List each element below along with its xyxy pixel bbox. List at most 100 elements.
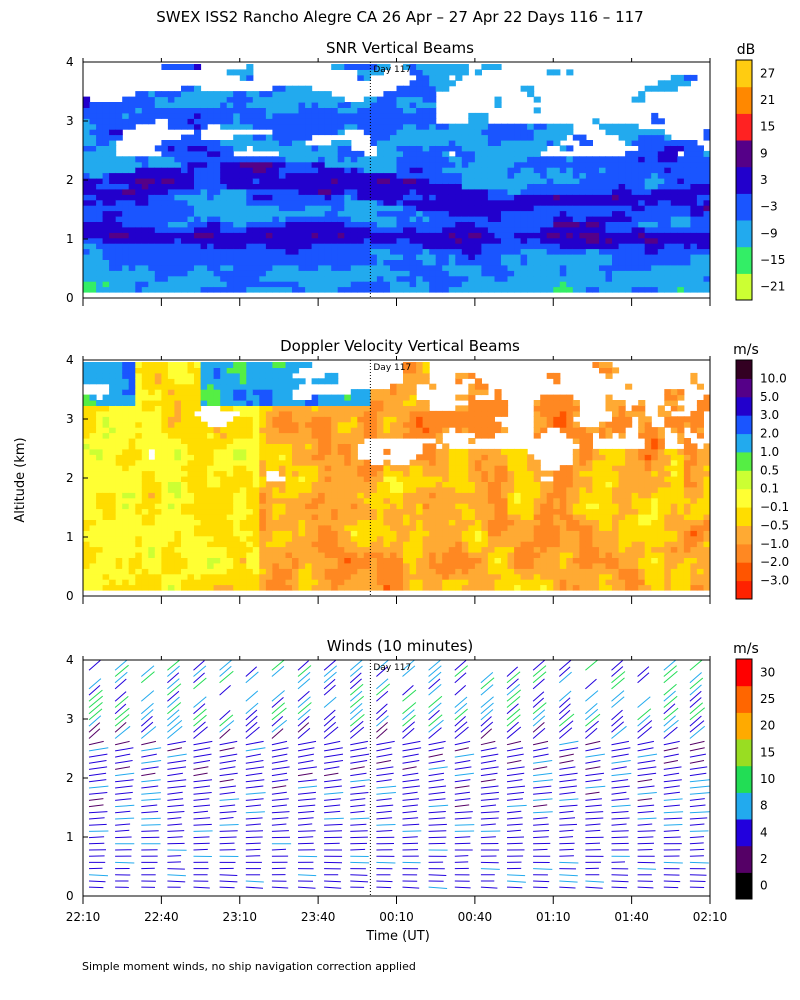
snr-cell — [239, 254, 247, 260]
snr-cell — [514, 178, 522, 184]
snr-cell — [448, 248, 456, 255]
snr-cell — [546, 286, 554, 293]
snr-cell — [246, 178, 254, 184]
doppler-cell — [305, 454, 313, 461]
snr-cell — [344, 199, 352, 206]
snr-cell — [553, 243, 561, 250]
doppler-cell — [122, 492, 130, 499]
snr-cell — [592, 243, 600, 250]
doppler-cell — [102, 508, 110, 515]
doppler-cell — [89, 579, 97, 586]
doppler-cell — [331, 421, 339, 428]
doppler-cell — [331, 524, 339, 531]
snr-cell — [481, 248, 489, 255]
doppler-cell — [318, 481, 326, 488]
doppler-cell — [115, 486, 123, 493]
snr-cell — [370, 107, 378, 114]
snr-cell — [161, 112, 169, 119]
snr-cell — [487, 194, 495, 201]
snr-cell — [657, 134, 665, 141]
snr-cell — [370, 281, 378, 288]
snr-cell — [298, 140, 306, 146]
doppler-cell — [148, 568, 156, 575]
snr-cell — [96, 134, 104, 141]
snr-cell — [194, 286, 202, 293]
snr-cell — [533, 178, 541, 184]
snr-cell — [514, 167, 522, 174]
snr-cell — [213, 264, 221, 271]
doppler-cell — [181, 465, 189, 472]
doppler-cell — [187, 438, 195, 444]
snr-cell — [167, 96, 175, 103]
snr-cell — [376, 112, 384, 119]
snr-cell — [599, 188, 607, 195]
snr-cell — [318, 150, 326, 157]
doppler-cell — [226, 497, 234, 504]
snr-cell — [363, 237, 371, 244]
snr-cell — [148, 286, 156, 293]
doppler-cell — [187, 405, 195, 412]
snr-cell — [265, 172, 273, 179]
snr-cell — [448, 172, 456, 179]
doppler-cell — [161, 394, 169, 401]
doppler-cell — [363, 579, 371, 586]
snr-cell — [631, 248, 639, 255]
snr-cell — [272, 243, 280, 250]
doppler-cell — [213, 432, 221, 439]
snr-cell — [292, 281, 300, 288]
doppler-cell — [292, 492, 300, 499]
doppler-cell — [135, 486, 143, 493]
snr-cell — [220, 183, 228, 190]
snr-cell — [285, 140, 293, 146]
snr-cell — [324, 167, 332, 174]
snr-cell — [285, 118, 293, 125]
doppler-cell — [337, 443, 345, 450]
snr-cell — [429, 237, 437, 244]
snr-cell — [154, 248, 162, 255]
doppler-cell — [96, 492, 104, 499]
snr-cell — [442, 140, 450, 146]
snr-cell — [89, 210, 97, 217]
snr-cell — [403, 123, 411, 130]
doppler-cell — [252, 508, 260, 515]
snr-cell — [220, 281, 228, 288]
snr-cell — [527, 178, 535, 184]
snr-cell — [468, 167, 476, 174]
doppler-cell — [102, 573, 110, 580]
doppler-cell — [311, 470, 319, 477]
snr-cell — [540, 188, 548, 195]
snr-cell — [579, 172, 587, 179]
doppler-cell — [122, 579, 130, 586]
snr-cell — [540, 254, 548, 260]
snr-cell — [344, 205, 352, 212]
snr-cell — [422, 259, 430, 266]
snr-cell — [207, 286, 215, 293]
doppler-cell — [128, 367, 136, 374]
snr-cell — [83, 172, 91, 179]
snr-cell — [161, 254, 169, 260]
doppler-cell — [305, 524, 313, 531]
doppler-cell — [311, 519, 319, 526]
doppler-cell — [272, 541, 280, 548]
snr-cell — [220, 210, 228, 217]
doppler-cell — [207, 459, 215, 466]
snr-cell — [540, 123, 548, 130]
doppler-cell — [154, 530, 162, 537]
snr-cell — [83, 161, 91, 168]
snr-cell — [520, 248, 528, 255]
doppler-cell — [324, 405, 332, 412]
snr-cell — [592, 161, 600, 168]
snr-cell — [435, 237, 443, 244]
doppler-cell — [194, 367, 202, 374]
doppler-cell — [141, 508, 149, 515]
snr-cell — [383, 167, 391, 174]
snr-cell — [213, 102, 221, 108]
snr-cell — [644, 145, 652, 152]
snr-cell — [187, 178, 195, 184]
doppler-cell — [252, 541, 260, 548]
doppler-cell — [181, 427, 189, 434]
snr-cell — [252, 281, 260, 288]
snr-cell — [390, 150, 398, 157]
snr-cell — [559, 210, 567, 217]
snr-cell — [370, 210, 378, 217]
